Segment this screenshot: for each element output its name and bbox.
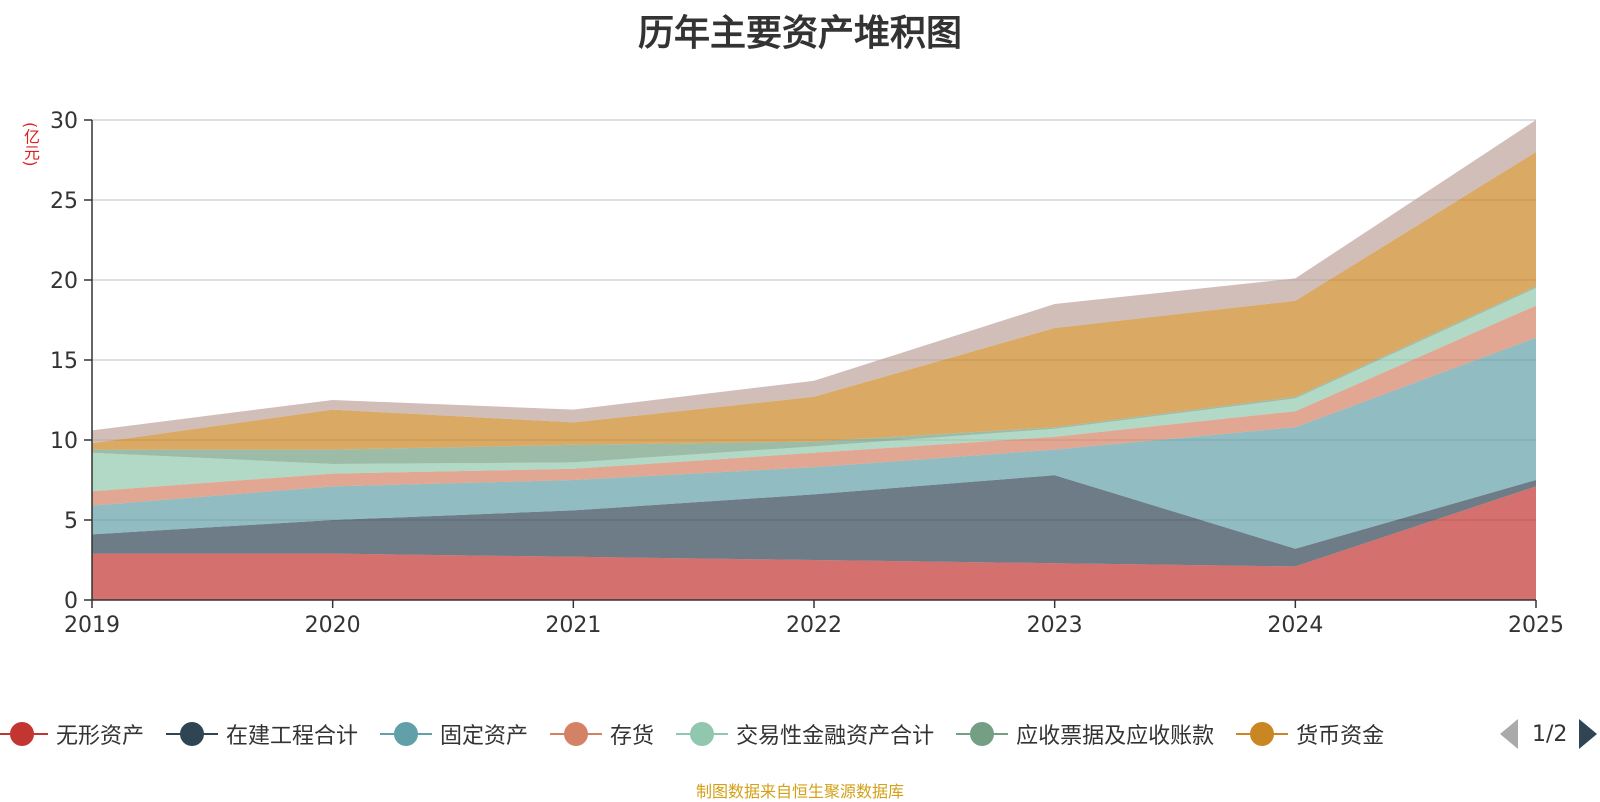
area-series-0	[92, 486, 1536, 600]
area-series-1	[92, 475, 1536, 567]
legend-item[interactable]: 应收票据及应收账款	[956, 718, 1214, 750]
legend-marker-icon	[956, 721, 1009, 747]
area-series-3	[92, 305, 1536, 506]
legend-label: 无形资产	[56, 724, 145, 749]
legend-marker-icon	[0, 721, 48, 747]
legend-label: 存货	[610, 724, 655, 749]
x-tick-labels: 2019 2020 2021 2022 2023 2024 2025	[64, 613, 1564, 638]
legend-marker-icon	[676, 721, 729, 747]
area-series-4	[92, 288, 1536, 492]
area-series-6	[92, 152, 1536, 450]
legend-marker-icon	[550, 721, 603, 747]
x-tick-label: 2025	[1508, 613, 1564, 638]
legend-marker-icon	[1236, 721, 1289, 747]
y-tick-label: 5	[64, 509, 78, 534]
legend-label: 在建工程合计	[226, 724, 359, 749]
legend-item[interactable]: 存货	[550, 718, 654, 750]
legend: 无形资产 在建工程合计 固定资产 存货 交易性金融资产合计 应收票据及应收账款 货币资金	[0, 716, 1600, 752]
y-tick-label: 15	[50, 349, 78, 374]
x-tick-label: 2019	[64, 613, 120, 638]
chart-title: 历年主要资产堆积图	[637, 13, 962, 54]
legend-label: 固定资产	[440, 724, 529, 749]
y-tick-label: 30	[50, 109, 78, 134]
legend-item[interactable]: 在建工程合计	[166, 718, 358, 750]
area-series	[92, 120, 1536, 600]
legend-item[interactable]: 交易性金融资产合计	[676, 718, 934, 750]
legend-marker-icon	[166, 721, 219, 747]
legend-item[interactable]: 固定资产	[380, 718, 528, 750]
source-note: 制图数据来自恒生聚源数据库	[695, 782, 904, 801]
legend-label: 应收票据及应收账款	[1016, 724, 1215, 749]
legend-label: 货币资金	[1296, 724, 1385, 749]
legend-pager: 1/2	[1500, 716, 1598, 752]
y-tick-label: 10	[50, 429, 78, 454]
axes	[84, 119, 1537, 608]
x-tick-label: 2023	[1027, 613, 1083, 638]
legend-prev-icon[interactable]	[1500, 719, 1518, 749]
y-tick-label: 0	[64, 589, 78, 614]
y-axis-unit: (亿元)	[21, 122, 40, 167]
x-tick-label: 2022	[786, 613, 842, 638]
x-tick-label: 2021	[545, 613, 601, 638]
y-tick-labels: 0 5 10 15 20 25 30	[50, 109, 78, 614]
area-series-2	[92, 337, 1536, 549]
y-tick-label: 25	[50, 189, 78, 214]
legend-page-indicator: 1/2	[1532, 721, 1568, 747]
y-tick-label: 20	[50, 269, 78, 294]
legend-next-icon[interactable]	[1579, 719, 1598, 749]
legend-item[interactable]: 货币资金	[1236, 718, 1384, 750]
legend-marker-icon	[380, 721, 433, 747]
legend-label: 交易性金融资产合计	[736, 724, 935, 749]
x-tick-label: 2024	[1267, 613, 1323, 638]
legend-item[interactable]: 无形资产	[0, 718, 144, 750]
x-tick-label: 2020	[305, 613, 361, 638]
